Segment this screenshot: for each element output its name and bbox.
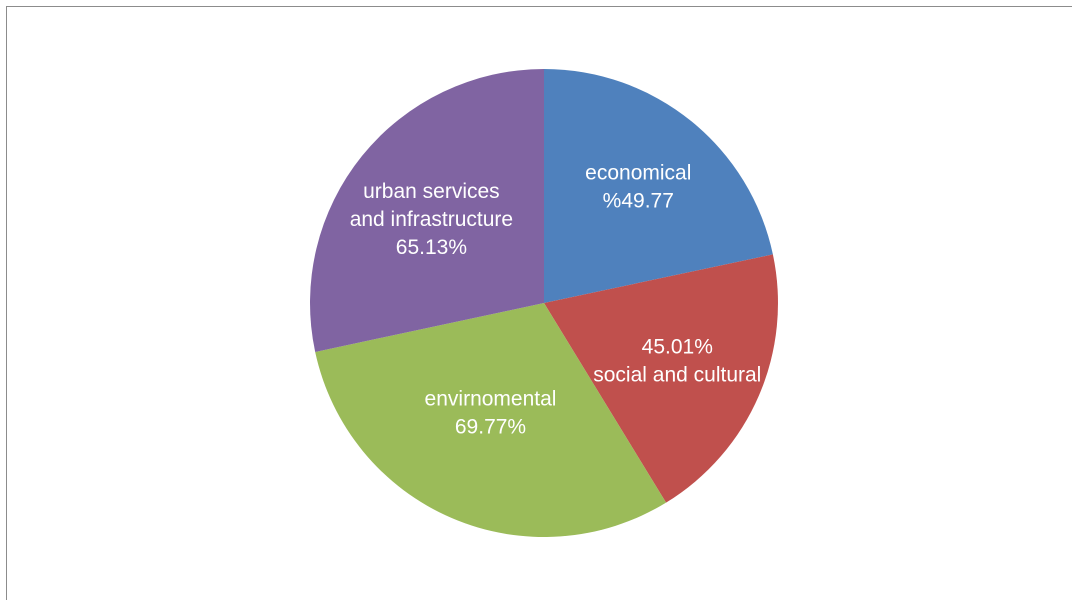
slice-label-line: and infrastructure <box>350 208 513 231</box>
pie-slice-social-and-cultural <box>544 254 778 503</box>
slice-label-line: urban services <box>363 180 500 203</box>
pie-slice-economical <box>544 69 773 303</box>
slice-label-line: envirnomental <box>425 387 557 410</box>
slice-label-line: %49.77 <box>603 190 674 213</box>
slice-label-urban-services-and-infrastructure: urban services and infrastructure 65.13% <box>350 180 513 259</box>
pie-slice-envirnomental <box>315 303 667 537</box>
slices-layer <box>310 69 778 537</box>
labels-layer: economical %49.77 45.01% social and cultura… <box>350 162 762 439</box>
slice-label-line: 45.01% <box>642 335 713 358</box>
slice-label-line: 69.77% <box>455 415 526 438</box>
slice-label-economical: economical %49.77 <box>585 162 691 213</box>
slice-label-social-and-cultural: 45.01% social and cultural <box>593 335 761 386</box>
pie-slice-urban-services-and-infrastructure <box>310 69 544 352</box>
slice-label-line: social and cultural <box>593 363 761 386</box>
slice-label-envirnomental: envirnomental 69.77% <box>425 387 557 438</box>
slice-label-line: 65.13% <box>396 236 467 259</box>
slice-label-line: economical <box>585 162 691 185</box>
